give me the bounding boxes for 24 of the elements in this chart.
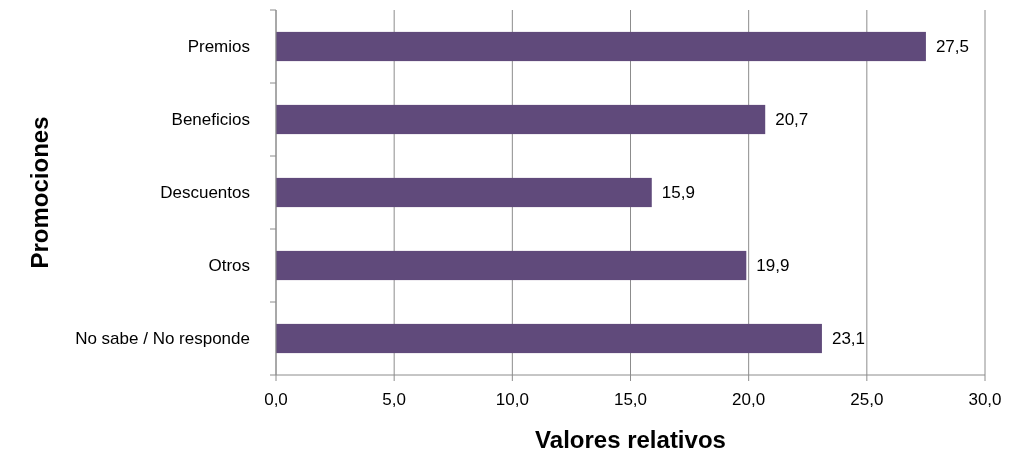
- y-tick-label: Premios: [187, 37, 250, 57]
- data-label: 15,9: [661, 183, 695, 203]
- x-tick-label: 15,0: [613, 390, 648, 409]
- data-label: 27,5: [935, 37, 970, 57]
- x-tick-label: 10,0: [495, 390, 529, 409]
- data-label: 23,1: [831, 329, 866, 349]
- x-tick-label: 5,0: [382, 390, 406, 409]
- bar: [276, 31, 926, 62]
- x-tick-label: 30,0: [968, 390, 1002, 409]
- x-tick-label: 25,0: [850, 390, 884, 409]
- data-label: 20,7: [775, 110, 809, 130]
- y-axis-title: Promociones: [26, 116, 53, 269]
- data-label: 19,9: [756, 256, 790, 276]
- y-tick-label: No sabe / No responde: [75, 329, 250, 349]
- bar: [276, 323, 822, 354]
- x-tick-label: 0,0: [264, 390, 288, 409]
- bar: [276, 104, 766, 135]
- y-tick-label: Beneficios: [171, 110, 250, 130]
- bar: [276, 177, 652, 208]
- x-axis-title: Valores relativos: [535, 426, 726, 453]
- y-tick-label: Descuentos: [160, 183, 250, 203]
- x-tick-label: 20,0: [732, 390, 766, 409]
- y-tick-label: Otros: [208, 256, 250, 276]
- bar: [276, 250, 747, 281]
